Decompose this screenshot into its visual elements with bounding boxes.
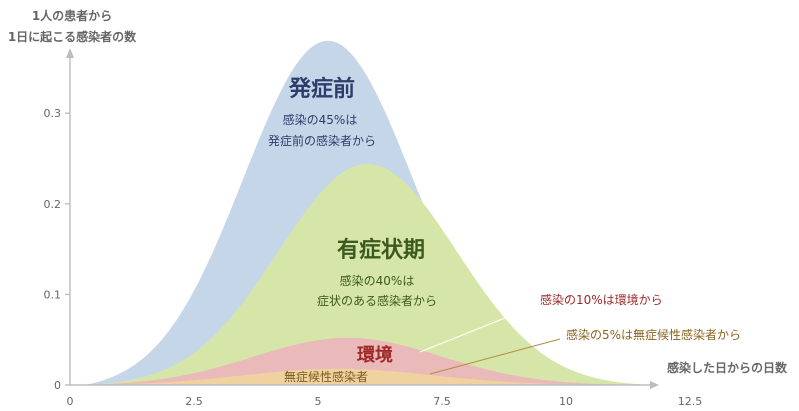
y-tick-label: 0 — [54, 379, 61, 392]
callout-asymptomatic: 感染の5%は無症候性感染者から — [566, 327, 741, 342]
y-axis-title-line-1: 1人の患者から — [32, 8, 112, 23]
area-series-group — [84, 40, 651, 385]
y-tick-label: 0.2 — [44, 198, 62, 211]
y-axis-title-line-2: 1日に起こる感染者の数 — [8, 29, 137, 44]
x-axis-title: 感染した日からの日数 — [667, 360, 788, 375]
area-series-3 — [84, 368, 651, 385]
axes-group: 0 2.5 5 7.5 10 12.5 0 0.1 0.2 0.3 1人の患者から 1日に起こる感染者… — [8, 8, 788, 408]
x-tick-label: 0 — [67, 395, 74, 408]
x-tick-label: 7.5 — [433, 395, 451, 408]
y-tick-label: 0.3 — [44, 107, 62, 120]
x-tick-label: 2.5 — [185, 395, 203, 408]
callout-environment: 感染の10%は環境から — [540, 292, 663, 307]
labels-group: 発症前感染の45%は発症前の感染者から有症状期感染の40%は症状のある感染者から… — [268, 76, 741, 384]
area-series-1 — [84, 163, 651, 385]
x-tick-label: 5 — [315, 395, 322, 408]
series-desc-symptomatic-1: 感染の40%は — [340, 273, 415, 288]
area-series-2 — [84, 337, 651, 385]
series-desc-symptomatic-2: 症状のある感染者から — [317, 293, 437, 308]
y-tick-label: 0.1 — [44, 288, 62, 301]
callout-leader-asymptomatic — [429, 338, 561, 375]
series-label-asymptomatic: 無症候性感染者 — [284, 369, 368, 384]
series-desc-presymptomatic-1: 感染の45%は — [283, 112, 358, 127]
x-tick-label: 10 — [559, 395, 573, 408]
series-desc-presymptomatic-2: 発症前の感染者から — [268, 133, 376, 148]
series-label-symptomatic: 有症状期 — [337, 237, 425, 263]
x-axis-arrow-icon — [650, 381, 659, 389]
callout-leader-environment — [419, 307, 531, 353]
x-tick-label: 12.5 — [678, 395, 703, 408]
series-label-presymptomatic: 発症前 — [288, 76, 355, 102]
y-axis-arrow-icon — [66, 48, 74, 58]
series-label-environment: 環境 — [357, 344, 393, 366]
